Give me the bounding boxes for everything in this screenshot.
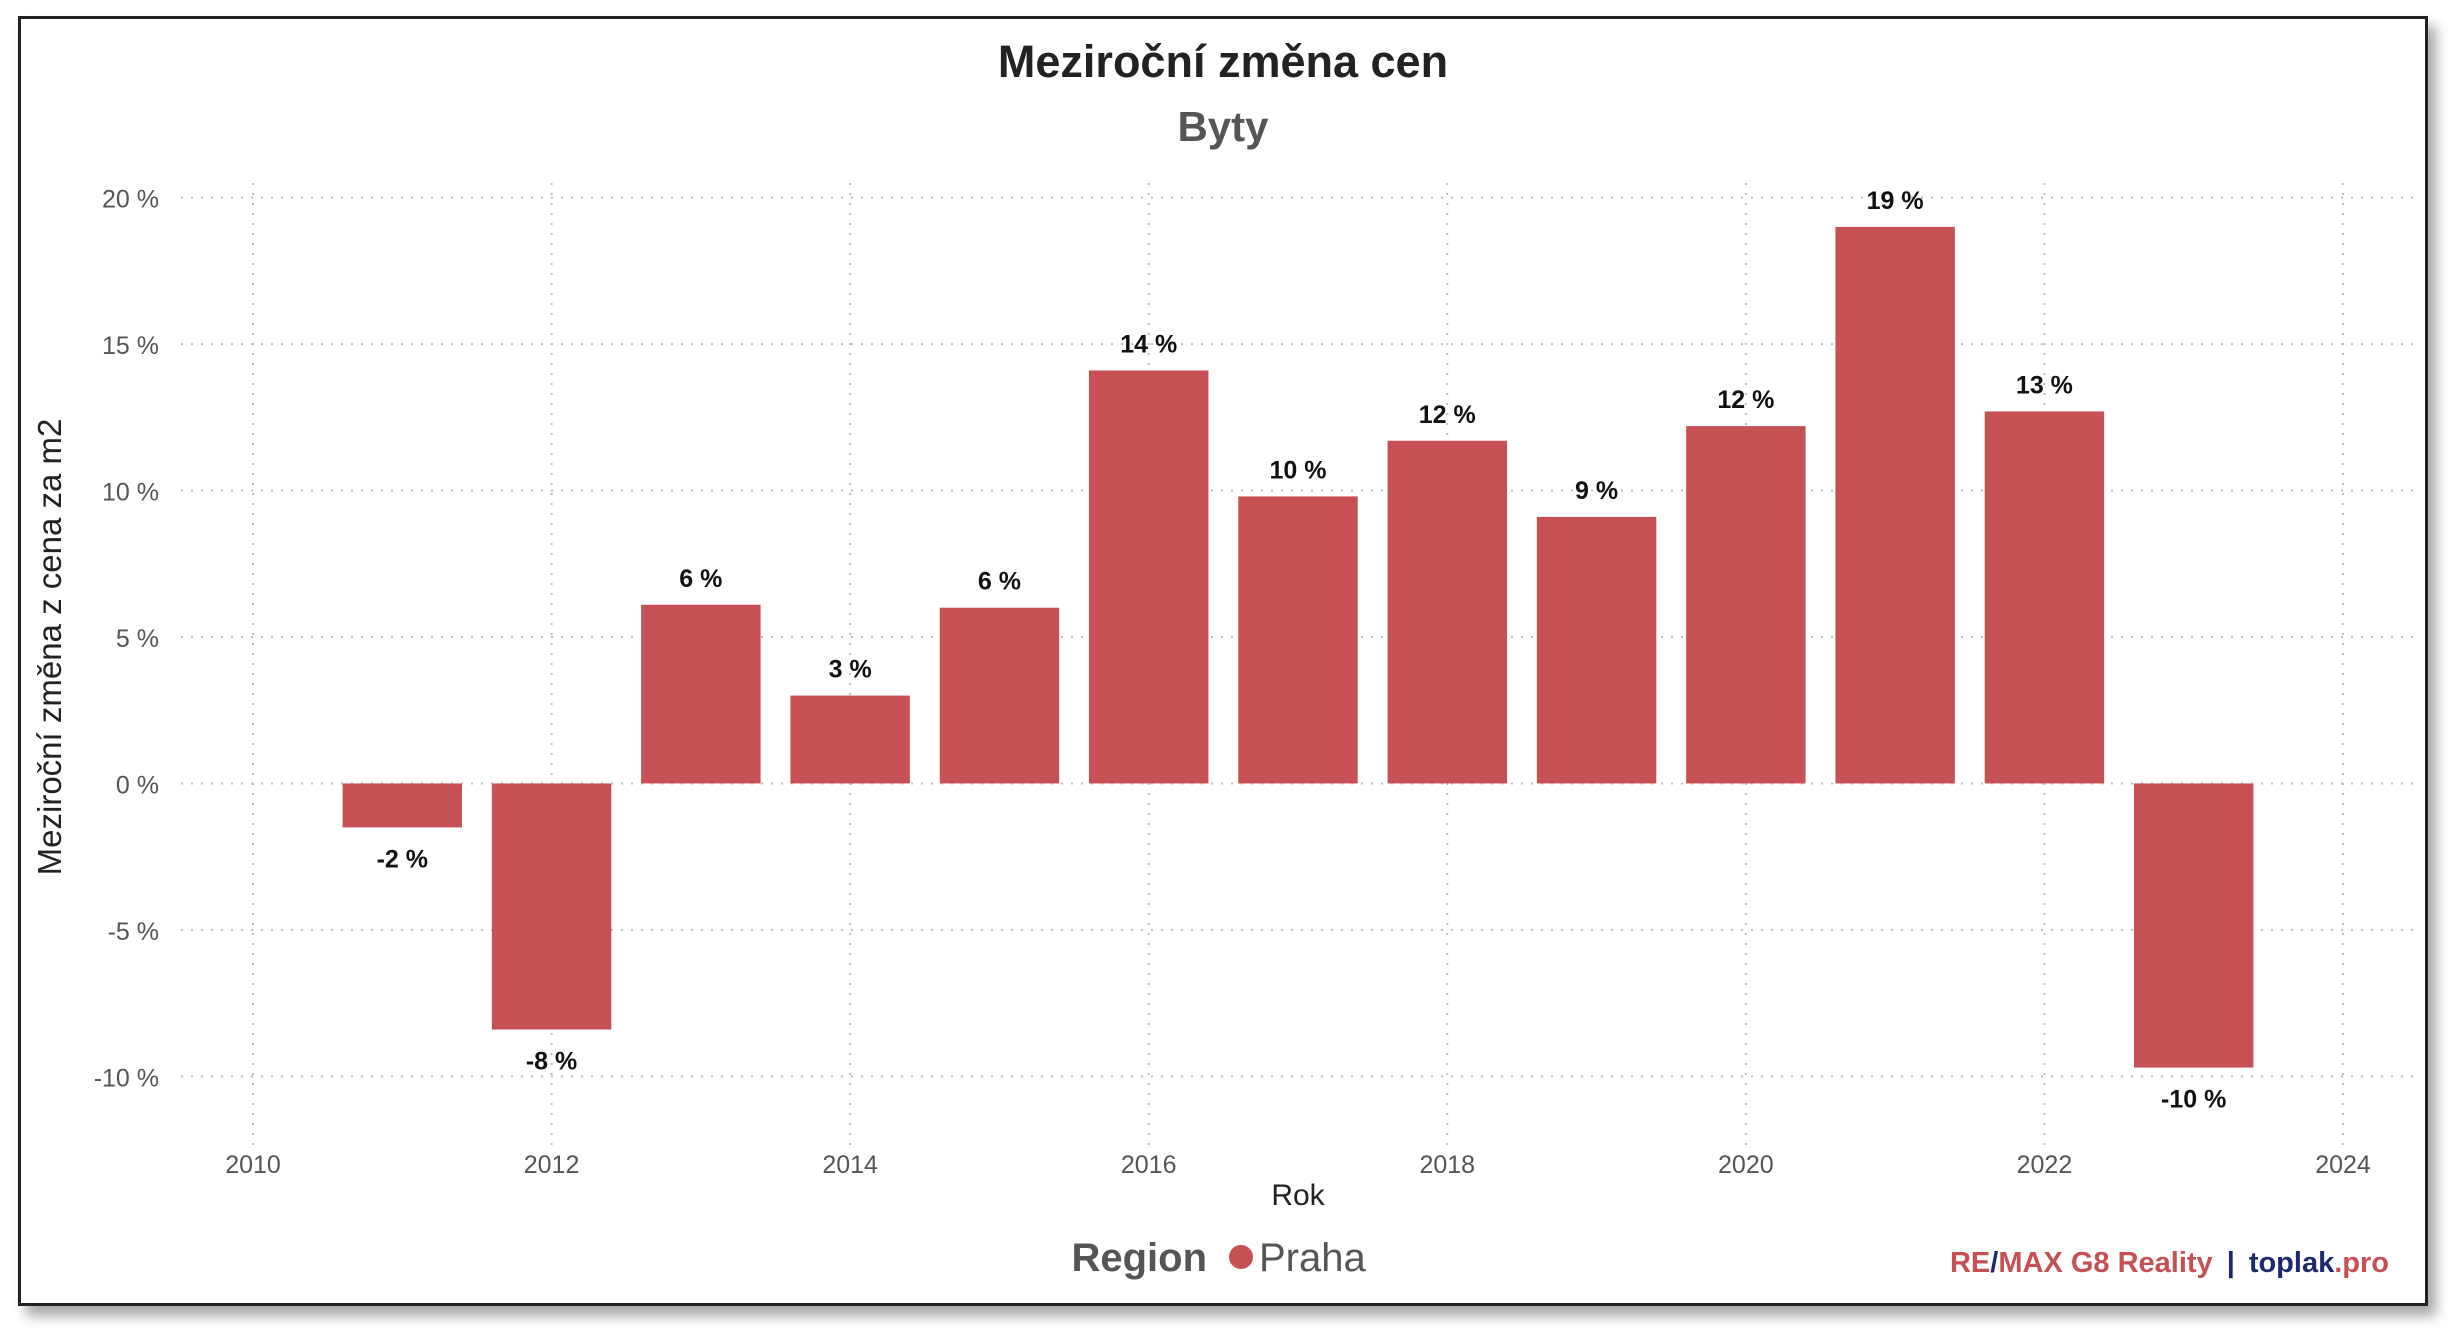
brand-footer: RE/MAX G8 Reality | toplak.pro	[1950, 1247, 2389, 1279]
data-label: 14 %	[1120, 330, 1177, 358]
data-label: -8 %	[526, 1047, 577, 1075]
bar	[939, 607, 1060, 784]
data-label: 19 %	[1867, 187, 1924, 215]
data-label: 6 %	[978, 568, 1021, 596]
x-tick-label: 2010	[225, 1151, 281, 1179]
legend-title: Region	[1071, 1236, 1207, 1280]
bars	[342, 226, 2254, 1068]
bar	[790, 695, 910, 784]
bar	[1536, 516, 1657, 784]
y-axis-label: Meziroční změna z cena za m2	[31, 419, 68, 876]
data-label: 12 %	[1717, 386, 1774, 414]
legend-item-praha: Praha	[1259, 1236, 1366, 1280]
x-tick-label: 2016	[1121, 1151, 1177, 1179]
y-tick-label: 10 %	[102, 479, 159, 507]
brand-toplak-suffix: .pro	[2334, 1247, 2389, 1279]
brand-remax-slash: /	[1990, 1247, 1998, 1279]
bar	[1835, 226, 1955, 784]
x-tick-label: 2020	[1718, 1151, 1774, 1179]
bar	[1387, 440, 1507, 784]
x-tick-label: 2024	[2315, 1151, 2371, 1179]
bar	[1984, 411, 2105, 784]
brand-remax-re: RE	[1950, 1247, 1990, 1279]
y-tick-label: -5 %	[108, 918, 159, 946]
chart-title: Meziroční změna cen	[998, 36, 1448, 87]
y-tick-label: -10 %	[94, 1064, 159, 1092]
brand-toplak: toplak	[2249, 1247, 2335, 1279]
brand-remax-rest: MAX G8 Reality	[1998, 1247, 2212, 1279]
x-axis-label: Rok	[1271, 1179, 1325, 1212]
bar	[1089, 370, 1209, 784]
x-tick-label: 2022	[2017, 1151, 2073, 1179]
chart-frame: -10 % -5 % 0 % 5 % 10 % 15 % 20 % 2010 2012 2014…	[18, 16, 2428, 1306]
y-axis-ticks: -10 % -5 % 0 % 5 % 10 % 15 % 20 %	[94, 186, 159, 1093]
y-tick-label: 0 %	[116, 771, 159, 799]
bar	[1238, 496, 1358, 784]
y-tick-label: 20 %	[102, 186, 159, 214]
bar	[1686, 426, 1806, 784]
bar	[491, 783, 612, 1030]
y-tick-label: 5 %	[116, 625, 159, 653]
data-label: -2 %	[377, 845, 428, 873]
data-label: 6 %	[679, 565, 722, 593]
chart-subtitle: Byty	[1177, 103, 1269, 150]
bar	[641, 604, 761, 784]
x-tick-label: 2018	[1419, 1151, 1475, 1179]
data-label: 3 %	[829, 656, 872, 684]
bar	[2134, 783, 2254, 1068]
brand-separator: |	[2227, 1247, 2235, 1279]
data-label: 10 %	[1270, 456, 1327, 484]
data-label: -10 %	[2161, 1086, 2226, 1114]
bar	[342, 783, 462, 828]
y-tick-label: 15 %	[102, 332, 159, 360]
data-label: 9 %	[1575, 477, 1618, 505]
legend-marker-praha	[1229, 1245, 1253, 1269]
bar-chart: -10 % -5 % 0 % 5 % 10 % 15 % 20 % 2010 2012 2014…	[31, 36, 2416, 1280]
x-tick-label: 2012	[524, 1151, 580, 1179]
x-axis-ticks: 2010 2012 2014 2016 2018 2020 2022 2024	[225, 1151, 2371, 1179]
data-label: 12 %	[1419, 401, 1476, 429]
data-label: 13 %	[2016, 371, 2073, 399]
x-tick-label: 2014	[822, 1151, 878, 1179]
data-labels: -2 % -8 % 6 % 3 % 6 % 14 % 10 % 12 % 9 % 12 % 19 %…	[377, 187, 2227, 1114]
legend: Region Praha	[1071, 1236, 1366, 1280]
